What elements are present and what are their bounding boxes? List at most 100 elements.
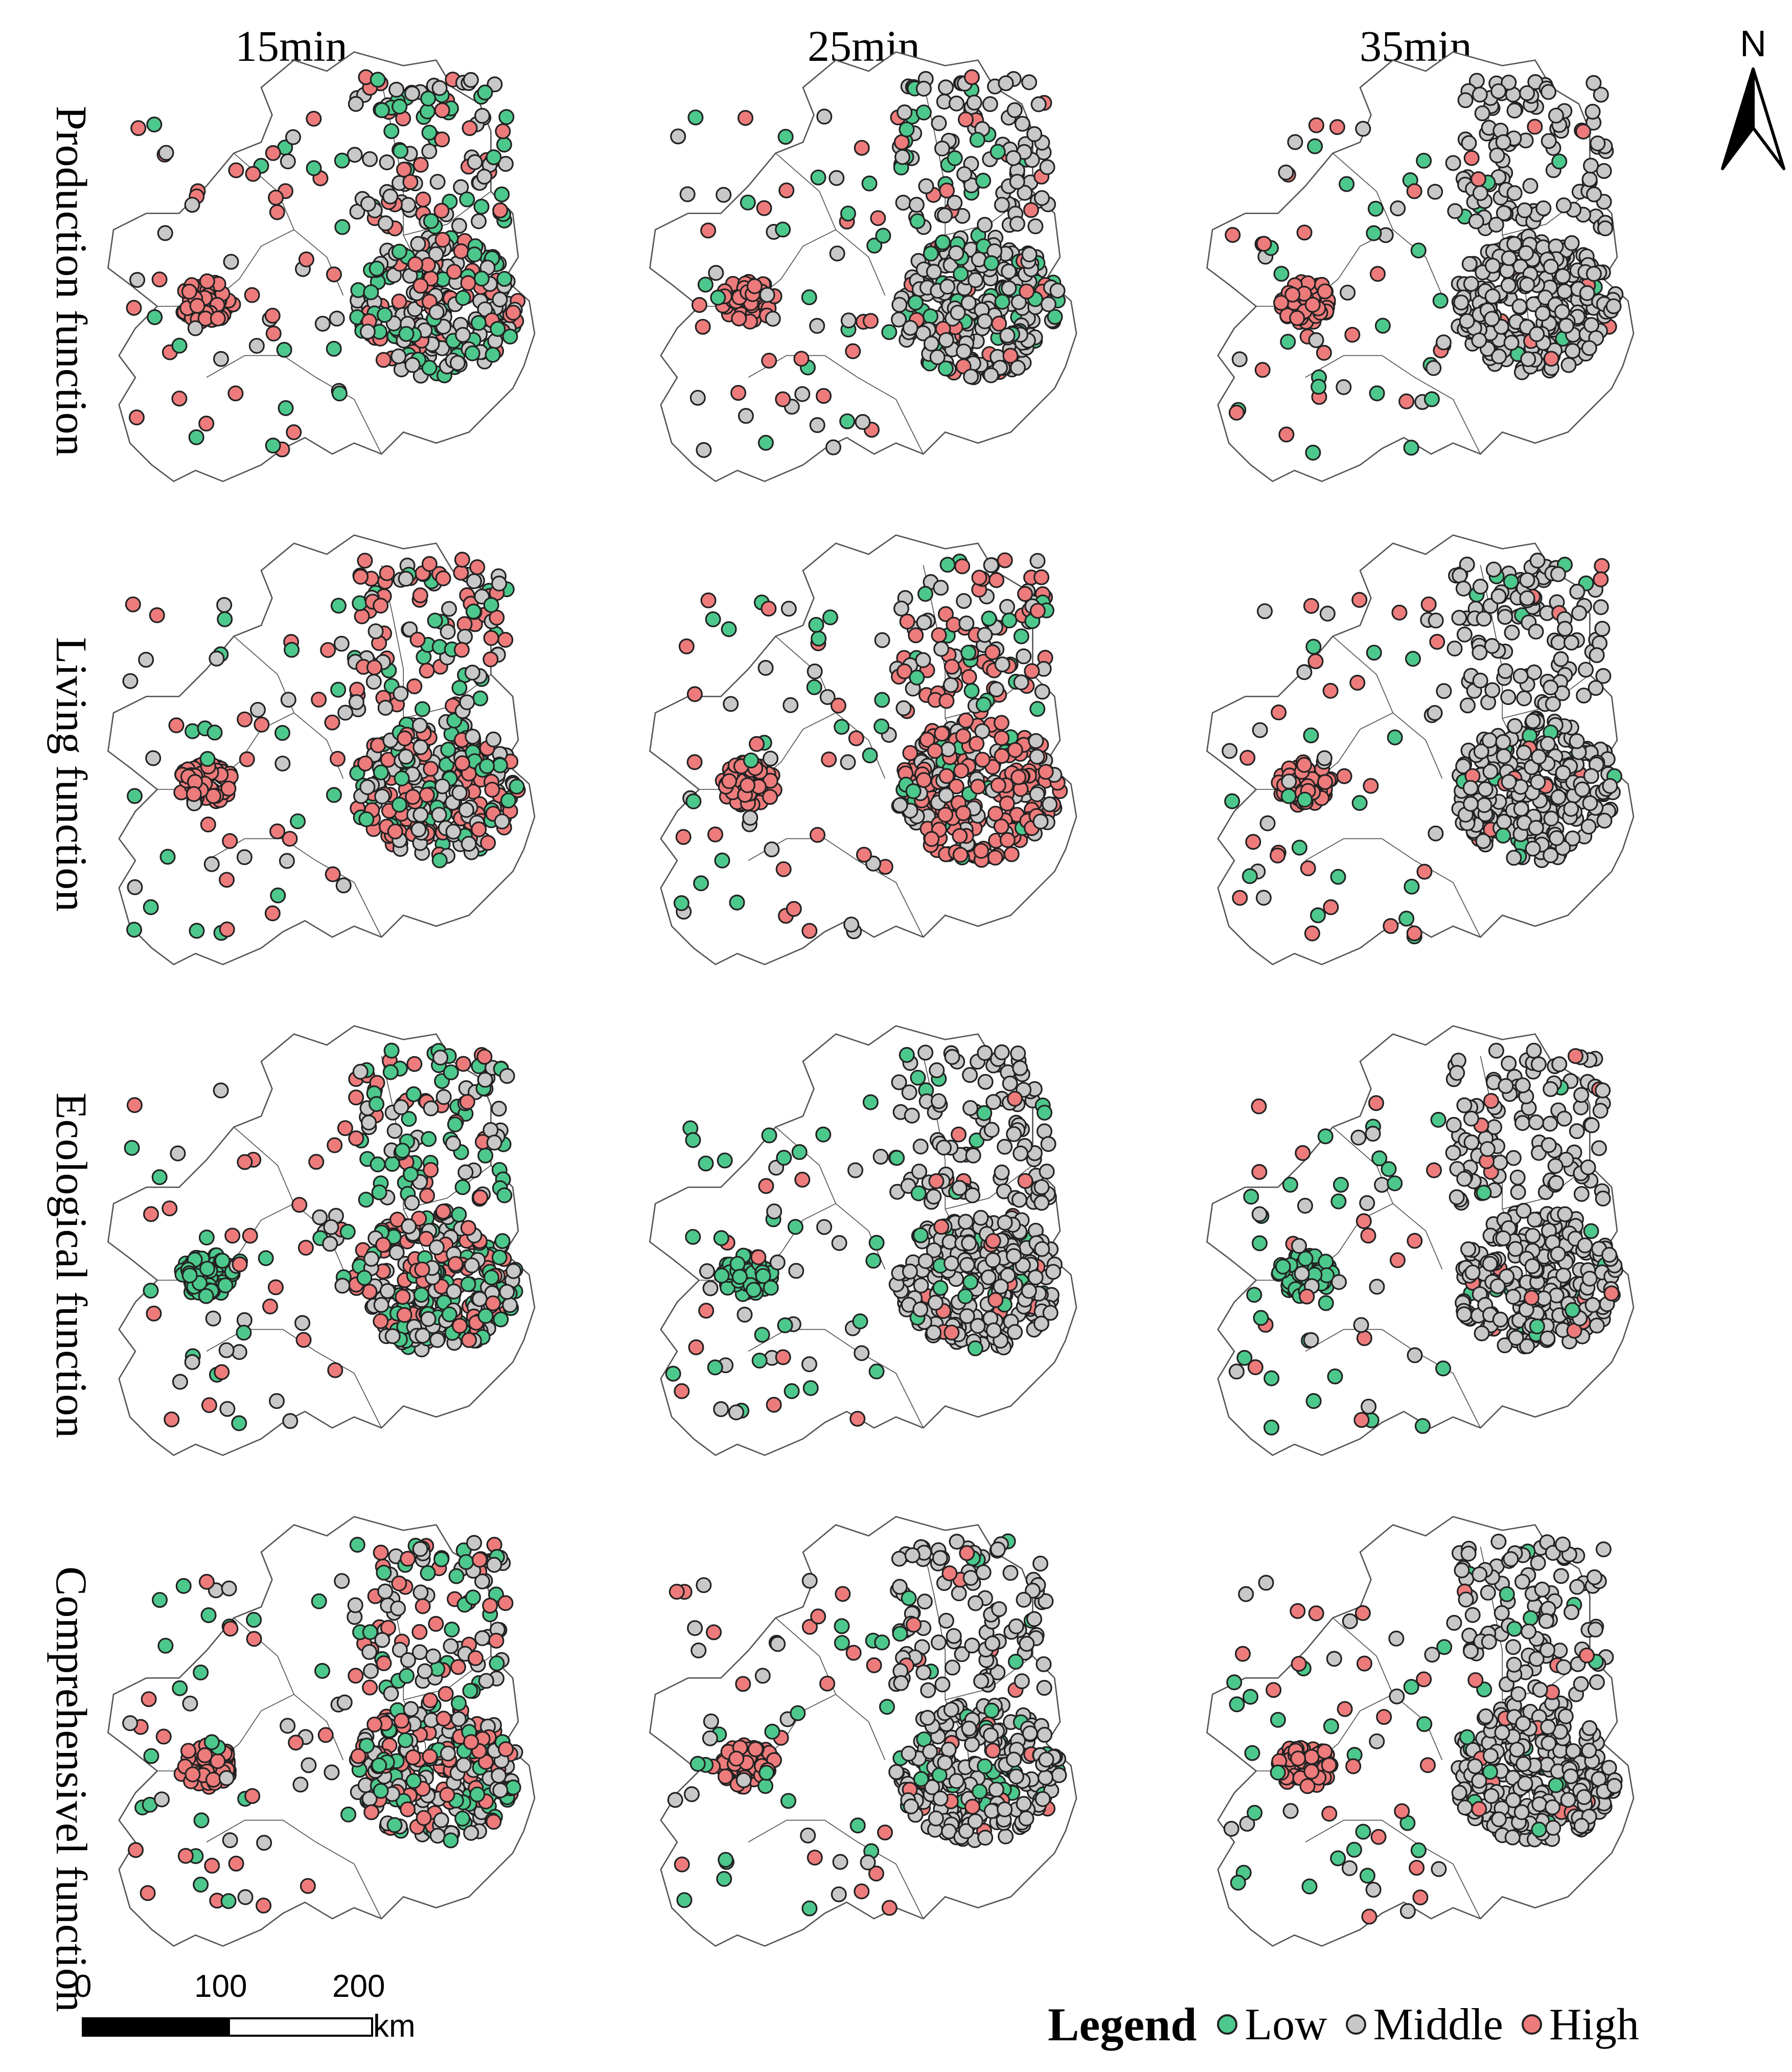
point-middle <box>926 264 942 280</box>
point-middle <box>335 877 352 894</box>
point-low <box>1381 1161 1397 1177</box>
point-high <box>737 110 753 126</box>
point-middle <box>359 324 376 340</box>
point-high <box>488 1632 504 1649</box>
point-middle <box>923 335 939 352</box>
point-high <box>406 1056 423 1072</box>
point-middle <box>1006 1126 1022 1142</box>
point-middle <box>1476 797 1492 813</box>
point-middle <box>1034 684 1050 700</box>
point-low <box>374 102 390 119</box>
point-low <box>274 725 291 741</box>
point-middle <box>1474 105 1490 122</box>
point-high <box>1029 603 1046 619</box>
point-middle <box>1021 1283 1037 1299</box>
point-high <box>130 120 147 136</box>
point-high <box>1483 1092 1499 1109</box>
district-boundary-3 <box>748 838 924 938</box>
point-low <box>787 1219 803 1235</box>
point-high <box>1351 591 1368 608</box>
point-middle <box>780 601 797 617</box>
point-high <box>1270 847 1286 863</box>
point-middle <box>1455 580 1472 597</box>
point-middle <box>966 95 982 111</box>
point-high <box>1308 117 1324 133</box>
point-middle <box>477 301 493 317</box>
point-high <box>454 552 470 568</box>
point-low <box>754 1327 770 1343</box>
point-middle <box>390 1600 406 1616</box>
point-high <box>450 1659 466 1675</box>
point-middle <box>379 154 395 171</box>
point-low <box>784 1383 800 1399</box>
point-low <box>193 1876 209 1893</box>
map-panel-4-1 <box>107 1516 536 1947</box>
point-middle <box>1435 334 1452 351</box>
point-middle <box>983 1122 1000 1138</box>
point-high <box>1303 598 1319 614</box>
point-high <box>1296 224 1313 241</box>
point-middle <box>1595 1190 1611 1206</box>
point-middle <box>977 627 993 643</box>
point-low <box>1330 869 1346 885</box>
point-low <box>808 617 824 633</box>
point-middle <box>874 632 890 648</box>
point-high <box>1273 294 1290 311</box>
point-high <box>149 607 165 623</box>
point-middle <box>918 178 934 194</box>
point-high <box>416 1810 432 1826</box>
point-high <box>954 558 971 575</box>
point-high <box>778 182 795 198</box>
point-middle <box>872 1149 889 1165</box>
point-low <box>358 811 375 828</box>
point-middle <box>1586 266 1602 282</box>
point-low <box>398 326 415 342</box>
point-high <box>412 587 428 603</box>
point-middle <box>222 1832 238 1849</box>
point-high <box>232 1256 248 1272</box>
point-high <box>407 256 424 272</box>
point-middle <box>713 1401 729 1417</box>
point-high <box>419 663 435 679</box>
point-middle <box>1595 668 1612 684</box>
point-low <box>1529 1318 1545 1335</box>
point-high <box>856 847 872 863</box>
point-middle <box>1040 296 1056 312</box>
point-middle <box>970 1318 986 1334</box>
point-middle <box>506 1263 522 1279</box>
point-low <box>198 1288 214 1304</box>
point-high <box>1353 1411 1370 1428</box>
point-low <box>124 1140 140 1156</box>
point-middle <box>445 824 462 840</box>
point-high <box>198 1574 215 1590</box>
point-high <box>984 644 1001 661</box>
point-high <box>1420 596 1437 612</box>
point-high <box>400 1551 416 1567</box>
point-middle <box>1355 121 1371 137</box>
point-middle <box>1540 84 1557 100</box>
point-middle <box>474 108 491 124</box>
point-high <box>291 1197 308 1213</box>
point-low <box>705 611 721 627</box>
point-middle <box>445 1135 461 1152</box>
point-middle <box>1571 605 1588 621</box>
point-high <box>688 1339 704 1355</box>
point-high <box>970 779 986 795</box>
point-high <box>902 745 918 761</box>
point-low <box>889 1150 905 1166</box>
point-high <box>239 751 255 767</box>
point-middle <box>994 197 1010 213</box>
point-middle <box>1029 748 1045 765</box>
point-high <box>934 725 950 742</box>
point-high <box>391 293 407 310</box>
point-high <box>1007 742 1023 758</box>
point-middle <box>1281 773 1297 790</box>
point-high <box>1317 774 1334 790</box>
point-middle <box>1461 256 1478 272</box>
point-middle <box>1049 282 1066 299</box>
point-low <box>447 1116 463 1132</box>
point-high <box>1247 1359 1263 1375</box>
point-high <box>686 754 703 770</box>
point-low <box>340 1806 357 1823</box>
point-high <box>189 298 205 314</box>
